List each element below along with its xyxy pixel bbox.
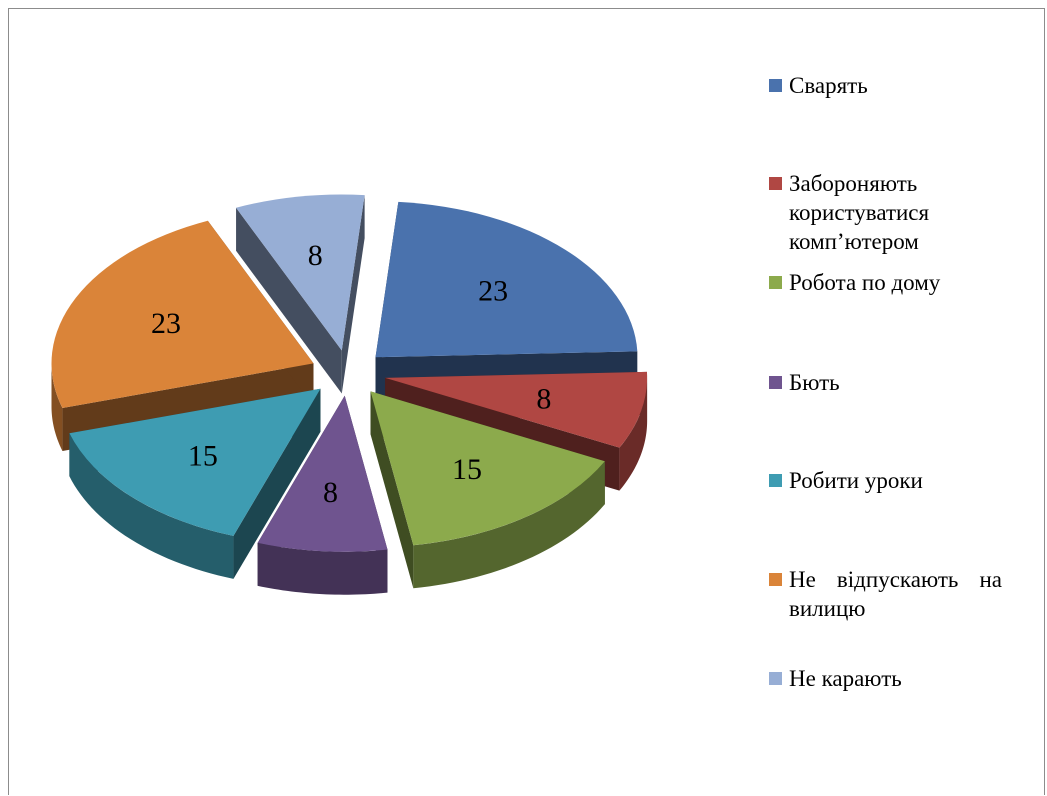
legend-label: Сварять <box>789 73 868 98</box>
data-label: 8 <box>308 239 323 272</box>
legend-label: Робота по дому <box>789 270 941 295</box>
slice-outer-wall <box>257 542 388 595</box>
data-label: 8 <box>536 382 551 415</box>
legend-swatch <box>769 376 782 389</box>
legend-swatch <box>769 573 782 586</box>
pie-slice <box>236 194 365 394</box>
slice-top <box>257 395 388 552</box>
legend-label: Не карають <box>789 666 902 691</box>
slice-top <box>236 194 365 351</box>
data-label: 15 <box>188 439 218 472</box>
legend-swatch <box>769 672 782 685</box>
legend-label: Забороняють користуватися комп’ютером <box>789 171 930 254</box>
legend-swatch <box>769 177 782 190</box>
slice-top <box>69 388 321 536</box>
data-label: 23 <box>151 307 181 340</box>
data-label: 8 <box>323 476 338 509</box>
slice-outer-wall <box>51 363 63 452</box>
slice-side-wall <box>236 207 342 394</box>
legend-label: Бють <box>789 370 840 395</box>
slice-outer-wall <box>413 461 605 589</box>
legend-label: Робити уроки <box>789 468 923 493</box>
slice-top <box>370 391 605 546</box>
pie-slice <box>69 388 321 579</box>
slice-side-wall <box>341 195 365 394</box>
pie-slice <box>370 391 605 589</box>
slice-side-wall <box>233 388 321 579</box>
legend-swatch <box>769 79 782 92</box>
legend-label: Не відпускають на вилицю <box>789 567 1002 621</box>
slice-top <box>375 201 638 358</box>
legend-swatch <box>769 474 782 487</box>
legend-swatch <box>769 276 782 289</box>
data-label: 23 <box>478 275 508 308</box>
chart-frame <box>8 8 1045 795</box>
slice-outer-wall <box>619 377 648 491</box>
slice-top <box>385 371 648 448</box>
pie-slice <box>257 395 388 595</box>
slice-top <box>51 220 314 409</box>
slice-side-wall <box>370 391 414 589</box>
data-label: 15 <box>452 453 482 486</box>
slice-outer-wall <box>69 433 234 579</box>
